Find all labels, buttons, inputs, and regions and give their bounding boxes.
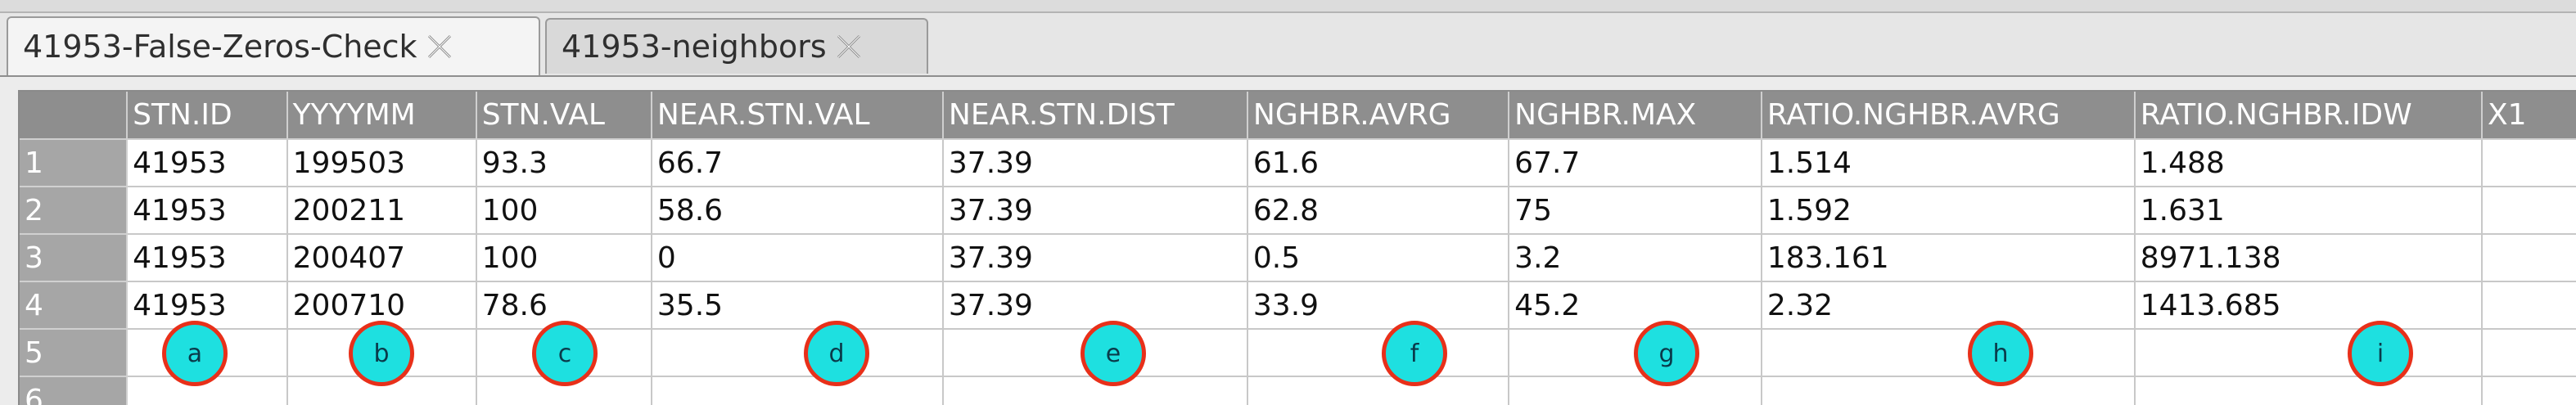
annotation-marker-e: e xyxy=(1080,321,1146,386)
tab-label: 41953-False-Zeros-Check xyxy=(23,29,417,65)
table-cell[interactable] xyxy=(1247,376,1510,405)
table-cell[interactable]: 41953 xyxy=(127,234,288,282)
table-cell[interactable] xyxy=(651,329,944,377)
tab-neighbors[interactable]: 41953-neighbors xyxy=(545,18,928,74)
table-cell[interactable]: 0.5 xyxy=(1247,234,1510,282)
annotation-marker-f: f xyxy=(1382,321,1447,386)
close-icon[interactable] xyxy=(424,31,455,62)
annotation-marker-c: c xyxy=(532,321,598,386)
table-cell[interactable]: 0 xyxy=(651,234,944,282)
table-cell[interactable]: 41953 xyxy=(127,187,288,235)
table-cell[interactable]: 35.5 xyxy=(651,281,944,330)
table-cell[interactable]: 41953 xyxy=(127,139,288,187)
table-cell[interactable]: 1.631 xyxy=(2134,187,2484,235)
table-cell[interactable] xyxy=(2482,281,2576,330)
table-cell[interactable] xyxy=(1761,376,2136,405)
column-header-nghbr-avrg[interactable]: NGHBR.AVRG xyxy=(1247,92,1510,140)
table-cell[interactable]: 8971.138 xyxy=(2134,234,2484,282)
table-cell[interactable] xyxy=(2134,329,2484,377)
column-header-near-stn-val[interactable]: NEAR.STN.VAL xyxy=(651,92,944,140)
table-cell[interactable] xyxy=(2482,329,2576,377)
row-number[interactable]: 2 xyxy=(20,187,129,235)
table-row: 1 41953 199503 93.3 66.7 37.39 61.6 67.7… xyxy=(20,139,2576,187)
table-cell[interactable]: 200407 xyxy=(286,234,477,282)
table-cell[interactable]: 33.9 xyxy=(1247,281,1510,330)
tab-bar: 41953-False-Zeros-Check 41953-neighbors xyxy=(0,13,2576,77)
table-cell[interactable]: 93.3 xyxy=(476,139,652,187)
table-row: 6 xyxy=(20,376,2576,405)
close-icon[interactable] xyxy=(833,31,864,62)
table-cell[interactable]: 199503 xyxy=(286,139,477,187)
row-number[interactable]: 1 xyxy=(20,139,129,187)
table-row: 2 41953 200211 100 58.6 37.39 62.8 75 1.… xyxy=(20,187,2576,235)
column-header-ratio-nghbr-avrg[interactable]: RATIO.NGHBR.AVRG xyxy=(1761,92,2136,140)
row-number[interactable]: 6 xyxy=(20,376,129,405)
data-grid[interactable]: STN.ID YYYYMM STN.VAL NEAR.STN.VAL NEAR.… xyxy=(18,90,2576,405)
column-header-nghbr-max[interactable]: NGHBR.MAX xyxy=(1509,92,1762,140)
column-header-near-stn-dist[interactable]: NEAR.STN.DIST xyxy=(942,92,1248,140)
table-cell[interactable] xyxy=(1761,329,2136,377)
corner-cell[interactable] xyxy=(20,92,129,140)
table-cell[interactable]: 2.32 xyxy=(1761,281,2136,330)
table-cell[interactable] xyxy=(1509,376,1762,405)
table-cell[interactable]: 37.39 xyxy=(942,187,1248,235)
tab-label: 41953-neighbors xyxy=(562,29,827,65)
table-cell[interactable]: 1.592 xyxy=(1761,187,2136,235)
table-cell[interactable]: 200710 xyxy=(286,281,477,330)
table-cell[interactable]: 37.39 xyxy=(942,281,1248,330)
table-cell[interactable]: 61.6 xyxy=(1247,139,1510,187)
column-header-stn-id[interactable]: STN.ID xyxy=(127,92,288,140)
table-cell[interactable] xyxy=(2482,234,2576,282)
table-cell[interactable]: 37.39 xyxy=(942,234,1248,282)
annotation-marker-d: d xyxy=(804,321,869,386)
table-cell[interactable]: 100 xyxy=(476,234,652,282)
table-row: 5 xyxy=(20,329,2576,377)
table-cell[interactable] xyxy=(651,376,944,405)
table-cell[interactable]: 1.514 xyxy=(1761,139,2136,187)
table-cell[interactable]: 1413.685 xyxy=(2134,281,2484,330)
table-row: 3 41953 200407 100 0 37.39 0.5 3.2 183.1… xyxy=(20,234,2576,282)
table-cell[interactable]: 66.7 xyxy=(651,139,944,187)
column-header-stn-val[interactable]: STN.VAL xyxy=(476,92,652,140)
row-number[interactable]: 5 xyxy=(20,329,129,377)
data-table: STN.ID YYYYMM STN.VAL NEAR.STN.VAL NEAR.… xyxy=(20,92,2576,405)
table-cell[interactable]: 200211 xyxy=(286,187,477,235)
table-cell[interactable]: 75 xyxy=(1509,187,1762,235)
annotation-marker-i: i xyxy=(2348,321,2413,386)
window-top-edge xyxy=(0,0,2576,13)
column-header-x1[interactable]: X1 xyxy=(2482,92,2576,140)
table-cell[interactable]: 37.39 xyxy=(942,139,1248,187)
annotation-marker-a: a xyxy=(162,321,228,386)
table-cell[interactable] xyxy=(2482,187,2576,235)
annotation-marker-h: h xyxy=(1968,321,2033,386)
tab-false-zeros-check[interactable]: 41953-False-Zeros-Check xyxy=(7,16,540,75)
table-row: 4 41953 200710 78.6 35.5 37.39 33.9 45.2… xyxy=(20,281,2576,330)
table-cell[interactable]: 100 xyxy=(476,187,652,235)
annotation-marker-g: g xyxy=(1634,321,1699,386)
row-number[interactable]: 3 xyxy=(20,234,129,282)
table-cell[interactable]: 62.8 xyxy=(1247,187,1510,235)
table-cell[interactable] xyxy=(1247,329,1510,377)
table-cell[interactable]: 1.488 xyxy=(2134,139,2484,187)
table-cell[interactable]: 67.7 xyxy=(1509,139,1762,187)
table-cell[interactable]: 45.2 xyxy=(1509,281,1762,330)
column-header-ratio-nghbr-idw[interactable]: RATIO.NGHBR.IDW xyxy=(2134,92,2484,140)
header-row: STN.ID YYYYMM STN.VAL NEAR.STN.VAL NEAR.… xyxy=(20,92,2576,140)
row-number[interactable]: 4 xyxy=(20,281,129,330)
table-cell[interactable] xyxy=(2482,139,2576,187)
table-cell[interactable]: 58.6 xyxy=(651,187,944,235)
table-cell[interactable]: 41953 xyxy=(127,281,288,330)
table-cell[interactable] xyxy=(2482,376,2576,405)
table-cell[interactable]: 3.2 xyxy=(1509,234,1762,282)
annotation-marker-b: b xyxy=(349,321,414,386)
table-cell[interactable]: 183.161 xyxy=(1761,234,2136,282)
table-cell[interactable] xyxy=(2134,376,2484,405)
column-header-yyyymm[interactable]: YYYYMM xyxy=(286,92,477,140)
